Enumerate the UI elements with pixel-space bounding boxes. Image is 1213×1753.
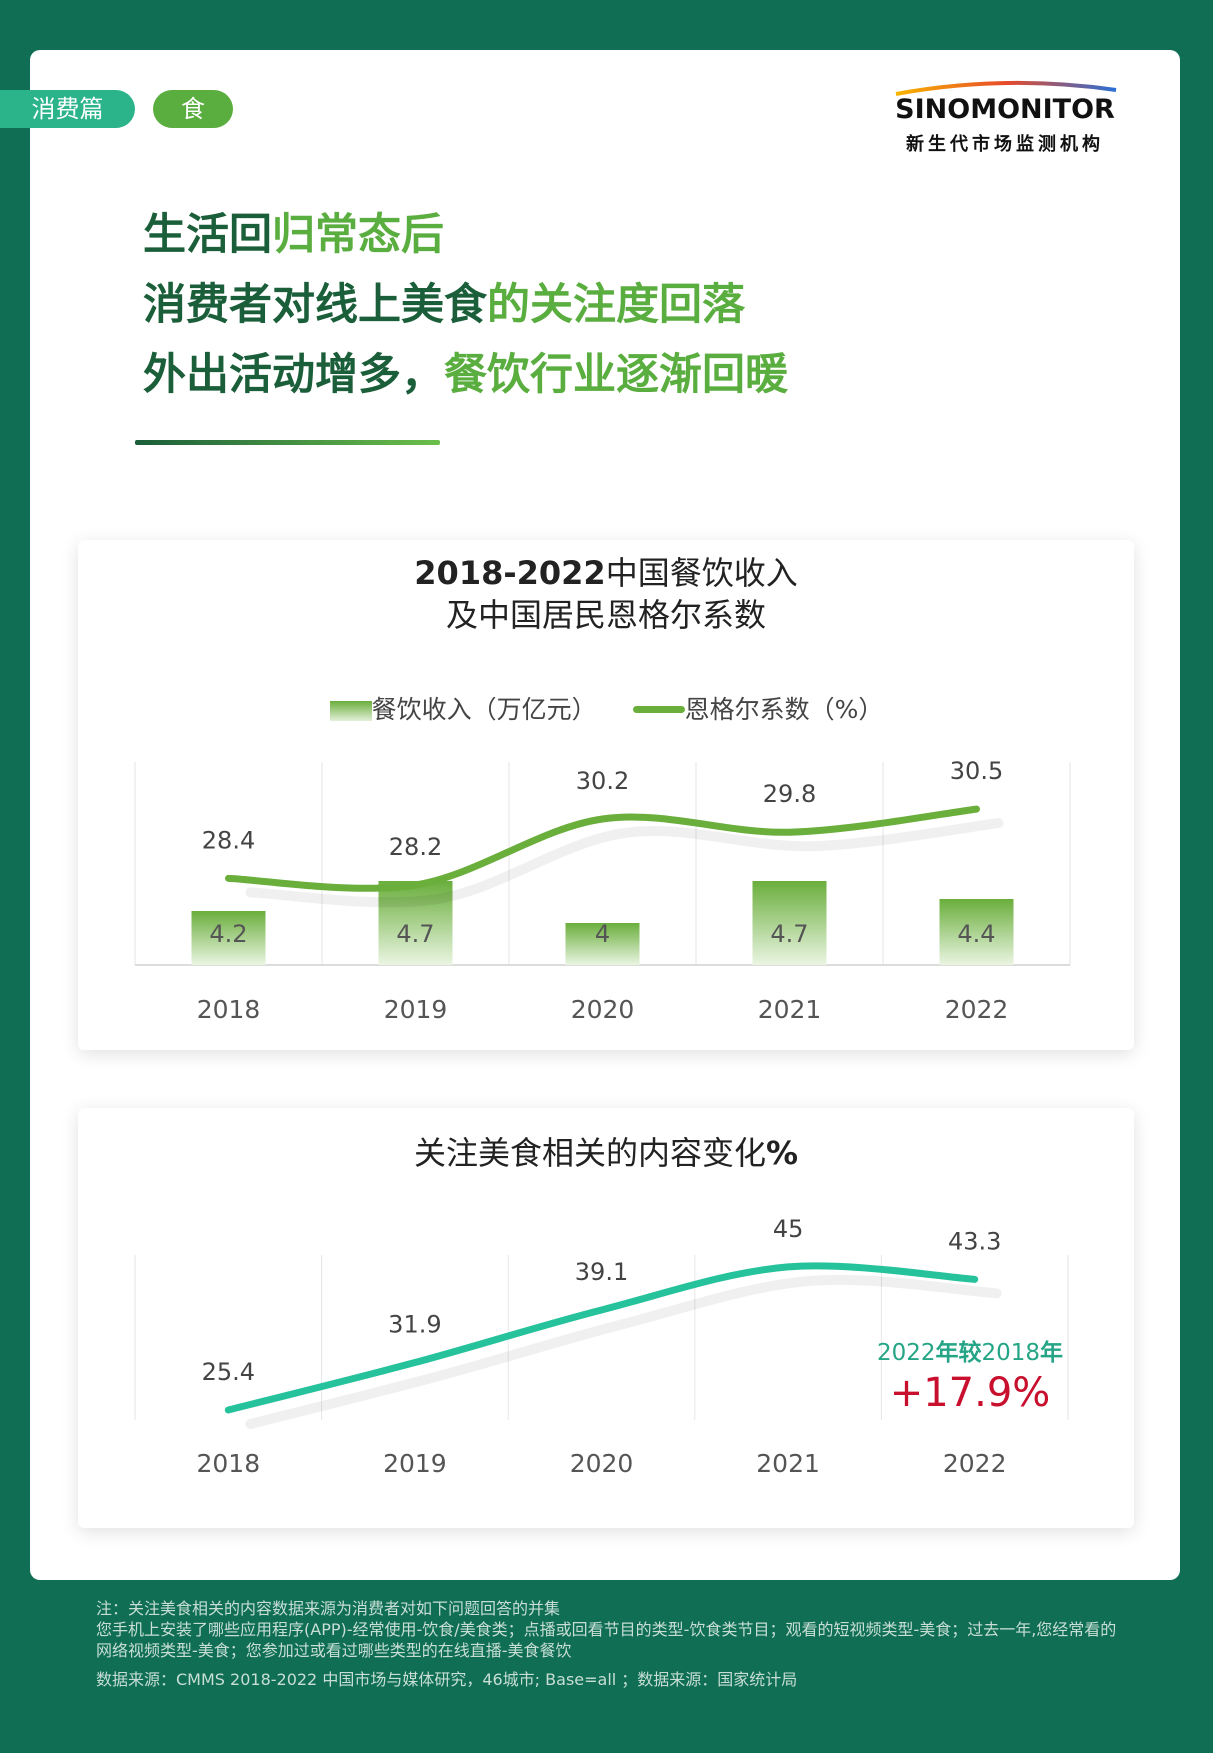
headline-line-2: 消费者对线上美食的关注度回落 [143, 280, 745, 330]
footnote: 注：关注美食相关的内容数据来源为消费者对如下问题回答的并集 您手机上安装了哪些应… [96, 1598, 1126, 1690]
chart-panel-revenue: 2018-2022中国餐饮收入 及中国居民恩格尔系数 [78, 540, 1134, 1050]
logo-wordmark: SINOMONITOR [895, 94, 1115, 125]
chart2-title: 关注美食相关的内容变化% [413, 1134, 799, 1172]
headline-underline [135, 440, 440, 445]
legend-line-swatch-icon [632, 706, 685, 713]
logo-subtitle: 新生代市场监测机构 [906, 134, 1104, 155]
footnote-source: 数据来源：CMMS 2018-2022 中国市场与媒体研究，46城市; Base… [96, 1670, 798, 1689]
headline-line-1: 生活回归常态后 [143, 210, 444, 260]
legend-bar-swatch-icon [329, 701, 372, 721]
subcategory-tag: 食 [153, 90, 233, 128]
annotation-label: 2022年较2018年 [876, 1340, 1064, 1366]
category-tag: 消费篇 [0, 90, 135, 128]
chart1-legend: 餐饮收入（万亿元） 恩格尔系数（%） [0, 690, 1213, 726]
sinomonitor-logo: SINOMONITOR 新生代市场监测机构 [876, 76, 1134, 156]
chart1-title: 2018-2022中国餐饮收入 及中国居民恩格尔系数 [414, 554, 798, 634]
change-annotation: 2022年较2018年 +17.9% [870, 1333, 1070, 1419]
legend-bar-label: 餐饮收入（万亿元） [371, 695, 597, 724]
legend-line-label: 恩格尔系数（%） [684, 695, 884, 724]
headline-line-3: 外出活动增多，餐饮行业逐渐回暖 [143, 350, 788, 400]
footnote-line-1: 注：关注美食相关的内容数据来源为消费者对如下问题回答的并集 [96, 1599, 561, 1618]
chart-panel-food-content: 关注美食相关的内容变化% [78, 1108, 1134, 1528]
annotation-value: +17.9% [889, 1370, 1051, 1416]
footnote-line-2: 您手机上安装了哪些应用程序(APP)-经常使用-饮食/美食类；点播或回看节目的类… [96, 1620, 1117, 1660]
logo-arc-icon [895, 80, 1117, 96]
headline: 生活回归常态后 消费者对线上美食的关注度回落 外出活动增多，餐饮行业逐渐回暖 [143, 200, 788, 410]
